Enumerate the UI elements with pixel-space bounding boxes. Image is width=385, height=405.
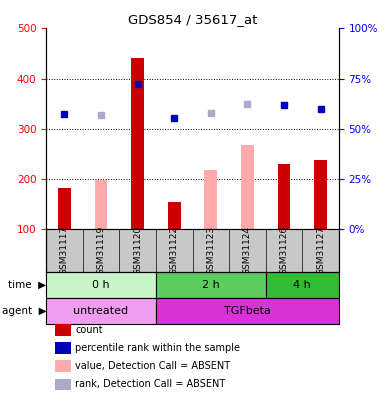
Text: rank, Detection Call = ABSENT: rank, Detection Call = ABSENT [75,379,226,390]
Bar [192,229,229,272]
Text: 0 h: 0 h [92,280,110,290]
Text: GSM31123: GSM31123 [206,226,215,275]
Bar [46,298,156,324]
Text: GSM31127: GSM31127 [316,226,325,275]
Text: 4 h: 4 h [293,280,311,290]
Bar [302,229,339,272]
Bar [46,229,83,272]
Bar [55,342,71,354]
Bar [131,58,144,229]
Text: percentile rank within the sample: percentile rank within the sample [75,343,241,353]
Text: untreated: untreated [74,306,129,316]
Bar [119,229,156,272]
Text: TGFbeta: TGFbeta [224,306,271,316]
Bar [204,170,217,229]
Bar [266,229,302,272]
Bar [58,188,71,229]
Bar [55,360,71,372]
Text: 2 h: 2 h [202,280,220,290]
Bar [229,229,266,272]
Text: count: count [75,325,103,335]
Text: GSM31119: GSM31119 [97,226,105,275]
Bar [95,180,107,229]
Bar [83,229,119,272]
Text: GSM31120: GSM31120 [133,226,142,275]
Bar [46,272,156,298]
Bar [266,272,339,298]
Bar [46,28,339,229]
Bar [168,202,181,229]
Bar [278,164,290,229]
Bar [156,298,339,324]
Bar [156,229,192,272]
Text: GSM31122: GSM31122 [170,226,179,275]
Text: GSM31124: GSM31124 [243,226,252,275]
Text: GSM31117: GSM31117 [60,226,69,275]
Text: time  ▶: time ▶ [8,280,46,290]
Title: GDS854 / 35617_at: GDS854 / 35617_at [128,13,257,26]
Text: agent  ▶: agent ▶ [2,306,46,316]
Bar [314,160,327,229]
Bar [241,145,254,229]
Text: GSM31126: GSM31126 [280,226,288,275]
Bar [55,379,71,390]
Bar [156,272,266,298]
Bar [55,324,71,335]
Text: value, Detection Call = ABSENT: value, Detection Call = ABSENT [75,361,231,371]
